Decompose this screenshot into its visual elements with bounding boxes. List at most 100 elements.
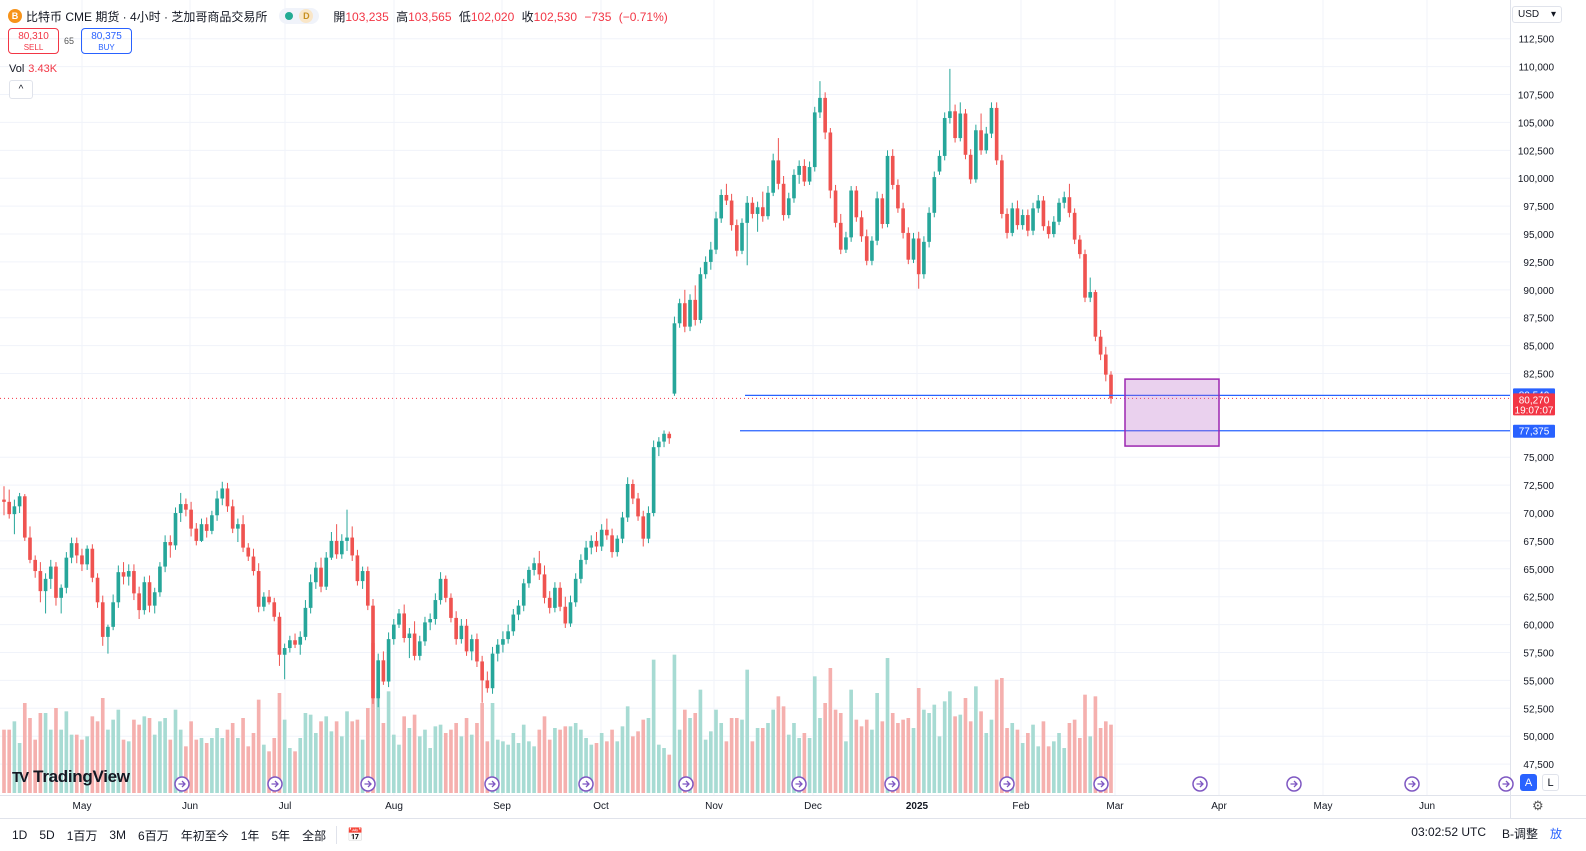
candle-body [506,631,510,640]
volume-bar [677,729,682,793]
volume-bar [989,719,994,793]
candle-body [116,572,121,603]
tradingview-logo[interactable]: TV TradingView [12,767,130,787]
candle-body [558,587,562,607]
price-tick-label: 90,000 [1523,286,1554,297]
candle-body [85,548,89,565]
volume-bar [932,704,937,793]
gear-icon[interactable]: ⚙ [1532,798,1544,813]
volume-bar [1093,696,1098,793]
volume-bar [1041,721,1046,793]
candle-body [95,577,100,603]
price-tick-label: 67,500 [1523,537,1554,548]
volume-bar [792,723,796,793]
price-axis-tag [1513,393,1555,416]
volume-bar [667,754,672,793]
candle-body [1010,208,1015,233]
price-tick-label: 110,000 [1519,63,1555,74]
volume-bar [558,729,562,793]
volume-bar [386,691,391,793]
candle-body [225,488,230,507]
candle-body [204,524,209,531]
candle-body [750,202,755,214]
adjustment-toggle[interactable]: B-调整 [1501,827,1538,841]
event-marker-arrow [1290,780,1298,788]
range-5y[interactable]: 5年 [271,828,291,843]
candle-body [875,198,879,241]
candle-body [262,596,266,607]
range-1m[interactable]: 1百万 [66,828,98,843]
candle-body [922,241,926,275]
volume-legend[interactable]: Vol 3.43K [9,63,57,75]
candle-body [854,190,859,218]
volume-bar [168,739,173,793]
volume-bar [236,738,240,793]
zoom-toggle[interactable]: 放 [1549,827,1562,841]
volume-bar [708,731,713,793]
market-status-pill[interactable]: D [279,8,320,24]
sell-button[interactable]: 80,310 SELL [8,28,59,54]
candle-body [802,165,807,182]
high-label: 高 [396,9,409,24]
volume-bar [958,714,963,793]
price-axis-tag-label: 80,270 [1519,395,1550,406]
volume-bar [948,691,952,793]
volume-bar [844,741,848,793]
range-1y[interactable]: 1年 [240,828,260,843]
candle-body [178,504,183,514]
candle-body [828,132,833,191]
volume-bar [121,739,126,793]
volume-bar [714,709,718,793]
volume-bar [599,733,604,793]
price-tick-label: 52,500 [1523,704,1554,715]
log-scale-button[interactable]: L [1542,774,1559,791]
symbol-title[interactable]: 比特币 CME 期货 · 4小时 · 芝加哥商品交易所 [26,9,268,24]
range-6m[interactable]: 6百万 [138,828,169,843]
volume-bar [896,723,900,793]
utc-clock[interactable]: 03:02:52 UTC [1411,825,1486,839]
time-axis-label: Feb [1012,801,1030,812]
volume-bar [1005,728,1009,793]
candle-body [355,555,360,582]
candle-body [189,509,193,529]
candle-body [833,190,838,223]
candle-body [428,619,432,623]
candle-body [339,540,344,555]
candle-body [1077,239,1082,255]
volume-bar [1010,723,1015,793]
candle-body [792,174,796,199]
candle-body [1041,200,1046,227]
volume-bar [906,718,911,793]
high-value: 103,565 [408,9,452,24]
candle-body [838,222,843,250]
volume-bar [272,738,277,793]
sell-price: 80,310 [18,31,49,42]
calendar-icon[interactable]: 📅 [347,827,364,842]
collapse-legend-button[interactable]: ^ [9,80,33,99]
range-3m[interactable]: 3M [109,828,127,842]
buy-button[interactable]: 80,375 BUY [81,28,132,54]
candle-body [210,515,214,531]
candle-body [126,571,131,577]
candle-body [485,680,490,689]
volume-bar [542,716,547,793]
volume-bar [80,739,84,793]
candle-body [1057,202,1061,222]
range-5d[interactable]: 5D [39,828,55,842]
currency-selector[interactable]: USD ▾ [1512,6,1562,23]
price-tick-label: 82,500 [1523,370,1554,381]
auto-scale-button[interactable]: A [1520,774,1537,791]
candle-body [729,200,734,226]
range-1d[interactable]: 1D [12,828,28,842]
range-ytd[interactable]: 年初至今 [180,828,229,843]
close-label: 收 [521,9,534,24]
price-tick-label: 75,000 [1523,453,1554,464]
candle-body [579,559,583,579]
candle-body [620,517,625,539]
candle-body [324,557,329,587]
close-value: 102,530 [533,9,577,24]
range-all[interactable]: 全部 [302,828,327,843]
price-chart[interactable]: 112,500 110,000 107,500 105,000 102,500 100,0… [0,0,1586,818]
candle-body [277,616,282,655]
bitcoin-icon[interactable]: B [8,9,22,23]
